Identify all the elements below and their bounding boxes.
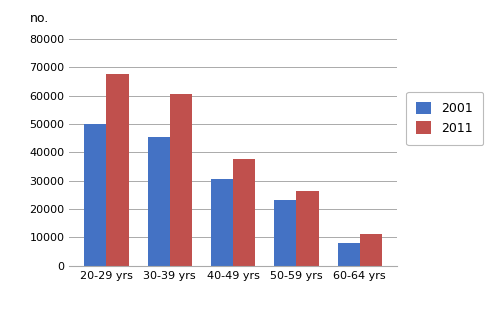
Bar [297, 191, 318, 266]
Bar [360, 235, 382, 266]
Bar [274, 201, 297, 266]
Bar [338, 243, 360, 266]
Bar [107, 74, 128, 266]
Bar [148, 137, 170, 266]
Bar [233, 159, 255, 266]
Bar [211, 179, 233, 266]
Bar [84, 124, 107, 266]
Bar [170, 94, 192, 266]
Legend: 2001, 2011: 2001, 2011 [406, 91, 483, 145]
Text: no.: no. [30, 12, 50, 25]
